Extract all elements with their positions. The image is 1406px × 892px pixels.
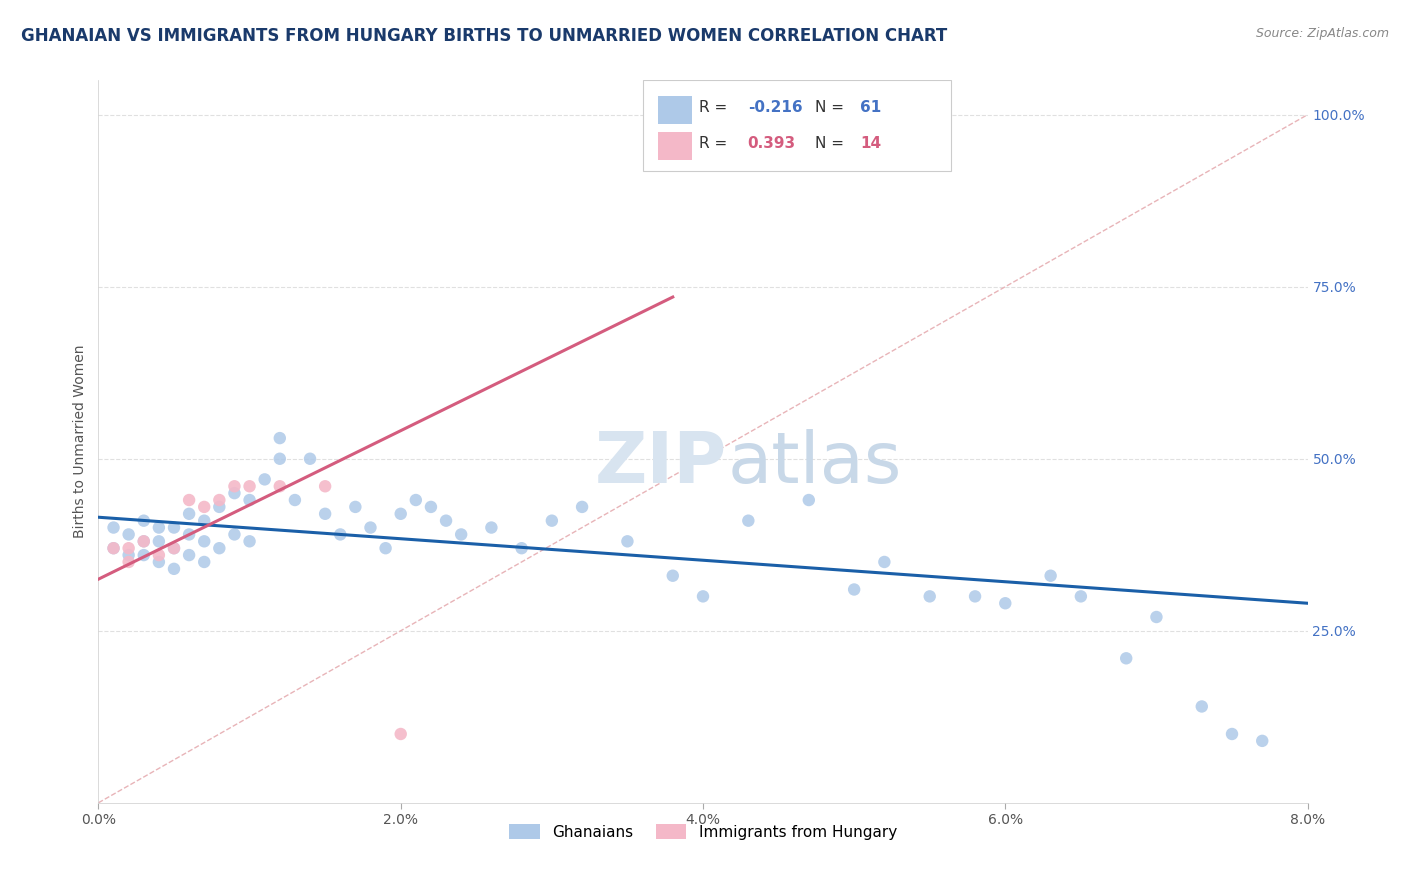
Point <box>737 514 759 528</box>
Point <box>389 727 412 741</box>
Y-axis label: Births to Unmarried Women: Births to Unmarried Women <box>73 345 87 538</box>
Point <box>224 527 246 541</box>
Point <box>918 590 941 604</box>
Point <box>314 479 336 493</box>
Point <box>148 534 170 549</box>
Point <box>208 500 231 514</box>
Point <box>374 541 396 556</box>
Text: 0.393: 0.393 <box>748 136 796 152</box>
Point <box>510 541 533 556</box>
Point <box>344 500 367 514</box>
Point <box>360 520 382 534</box>
Point <box>1070 590 1092 604</box>
Point <box>1115 651 1137 665</box>
Bar <box>658 132 692 160</box>
Point <box>1039 568 1062 582</box>
Point <box>239 493 262 508</box>
Point <box>434 514 457 528</box>
Point <box>1191 699 1213 714</box>
Point <box>224 486 246 500</box>
Point <box>481 520 503 534</box>
Text: R =: R = <box>699 100 733 115</box>
Point <box>103 541 125 556</box>
Point <box>193 500 215 514</box>
Point <box>405 493 427 508</box>
Point <box>208 541 231 556</box>
Point <box>692 590 714 604</box>
Point <box>163 541 186 556</box>
Point <box>179 507 201 521</box>
Text: -0.216: -0.216 <box>748 100 803 115</box>
Point <box>314 507 336 521</box>
Point <box>269 431 291 445</box>
Point <box>132 534 155 549</box>
Point <box>148 555 170 569</box>
Point <box>208 493 231 508</box>
Text: GHANAIAN VS IMMIGRANTS FROM HUNGARY BIRTHS TO UNMARRIED WOMEN CORRELATION CHART: GHANAIAN VS IMMIGRANTS FROM HUNGARY BIRT… <box>21 27 948 45</box>
Text: ZIP: ZIP <box>595 429 727 498</box>
Point <box>193 555 215 569</box>
Point <box>118 555 141 569</box>
Text: Source: ZipAtlas.com: Source: ZipAtlas.com <box>1256 27 1389 40</box>
Point <box>253 472 276 486</box>
Point <box>420 500 443 514</box>
Text: N =: N = <box>815 100 849 115</box>
Point <box>797 493 820 508</box>
Point <box>1220 727 1243 741</box>
Text: atlas: atlas <box>727 429 901 498</box>
Point <box>450 527 472 541</box>
Text: 61: 61 <box>860 100 882 115</box>
Point <box>299 451 322 466</box>
Point <box>118 527 141 541</box>
Point <box>239 479 262 493</box>
Point <box>193 514 215 528</box>
Point <box>329 527 352 541</box>
Point <box>163 520 186 534</box>
Point <box>965 590 987 604</box>
Point <box>269 479 291 493</box>
Point <box>132 534 155 549</box>
Point <box>132 548 155 562</box>
Point <box>873 555 896 569</box>
Point <box>616 534 638 549</box>
Point <box>179 527 201 541</box>
Legend: Ghanaians, Immigrants from Hungary: Ghanaians, Immigrants from Hungary <box>503 818 903 846</box>
Point <box>284 493 307 508</box>
FancyBboxPatch shape <box>643 80 950 170</box>
Bar <box>658 96 692 124</box>
Point <box>994 596 1017 610</box>
Point <box>269 451 291 466</box>
Point <box>1146 610 1168 624</box>
Point <box>661 568 683 582</box>
Point <box>163 562 186 576</box>
Point <box>179 493 201 508</box>
Point <box>148 520 170 534</box>
Point <box>118 541 141 556</box>
Point <box>132 514 155 528</box>
Point <box>179 548 201 562</box>
Point <box>1251 734 1274 748</box>
Text: 14: 14 <box>860 136 882 152</box>
Text: R =: R = <box>699 136 733 152</box>
Point <box>540 514 562 528</box>
Point <box>224 479 246 493</box>
Point <box>103 541 125 556</box>
Text: N =: N = <box>815 136 849 152</box>
Point <box>148 548 170 562</box>
Point <box>118 548 141 562</box>
Point <box>571 500 593 514</box>
Point <box>389 507 412 521</box>
Point <box>163 541 186 556</box>
Point <box>193 534 215 549</box>
Point <box>844 582 866 597</box>
Point <box>103 520 125 534</box>
Point <box>239 534 262 549</box>
